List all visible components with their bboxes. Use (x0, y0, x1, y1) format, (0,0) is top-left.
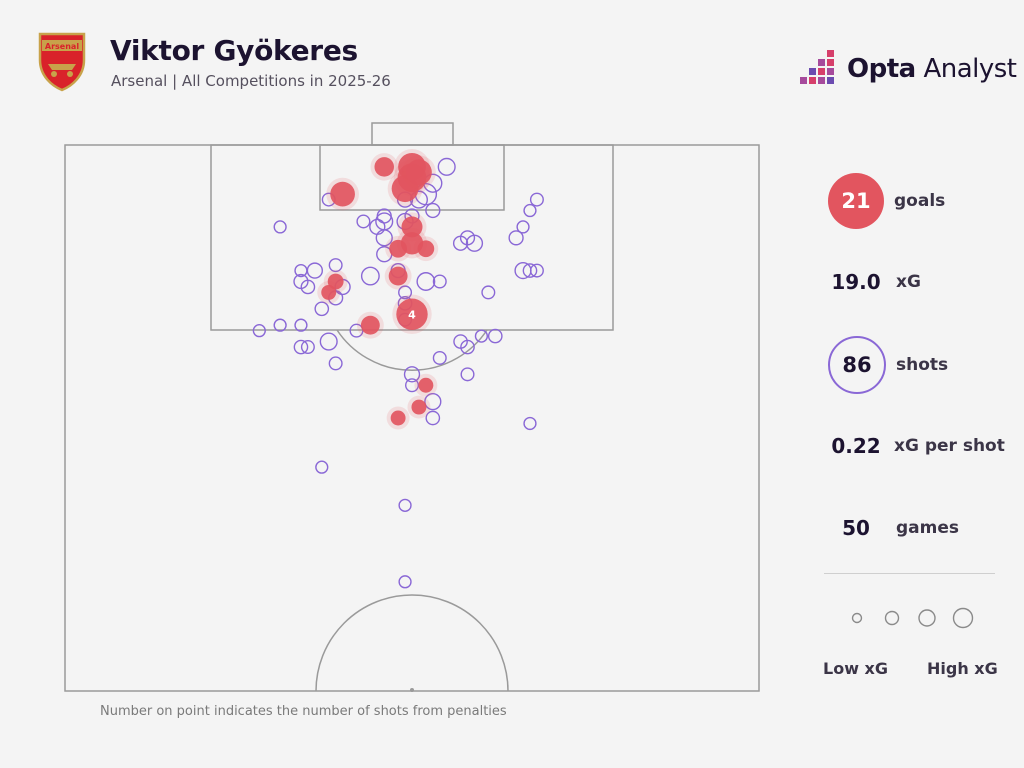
xg-size-legend-circle (918, 609, 936, 627)
shot-point (523, 203, 537, 218)
shot-point (306, 262, 323, 279)
xg-per-shot-label: xG per shot (894, 436, 1005, 456)
shot-point (293, 339, 309, 355)
shot-point (319, 332, 338, 351)
subtitle: Arsenal | All Competitions in 2025-26 (111, 72, 391, 90)
xg-per-shot-value: 0.22 (831, 434, 881, 458)
xg-size-legend-circle (884, 610, 900, 626)
shot-point (252, 324, 266, 338)
games-stat: 50 games (826, 516, 959, 540)
shot-point (398, 498, 412, 512)
shot-point (375, 229, 393, 247)
penalty-count-label: 4 (408, 308, 416, 321)
xg-size-legend-circle (851, 612, 863, 624)
shot-point (529, 263, 544, 278)
shot-point (425, 410, 441, 426)
goal-point (417, 240, 435, 258)
shot-point (300, 340, 315, 355)
shot-point (315, 460, 329, 474)
crest-text: Arsenal (45, 42, 79, 51)
goal-point (388, 266, 408, 286)
center-spot (410, 688, 414, 692)
shot-point (529, 192, 544, 207)
shot-point (398, 575, 412, 589)
goals-label: goals (894, 191, 946, 211)
shot-point (300, 279, 316, 295)
stats-divider (824, 573, 995, 574)
shot-point (508, 230, 524, 246)
goal-point (330, 181, 355, 207)
shot-point (294, 318, 308, 332)
brand-bold: Opta (847, 54, 916, 84)
shots-stat: 86 shots (828, 336, 948, 394)
shot-point (460, 367, 475, 382)
footnote: Number on point indicates the number of … (100, 704, 507, 719)
shot-point (452, 235, 469, 251)
goal-point (321, 284, 337, 300)
shot-point (314, 301, 330, 317)
xg-stat: 19.0 xG (826, 270, 921, 294)
goal-point (327, 273, 344, 290)
center-circle (315, 594, 509, 692)
goal-point (411, 399, 427, 415)
shot-point (487, 328, 503, 344)
opta-logo-icon (800, 50, 834, 84)
shot-point (328, 258, 343, 273)
shot-point (403, 366, 421, 383)
xg-size-legend-circle (952, 607, 974, 629)
shot-point (405, 378, 420, 393)
shot-point (432, 274, 447, 289)
shot-point (360, 266, 380, 286)
shot-point (425, 202, 441, 219)
goal-point (360, 315, 380, 335)
goal-point (389, 239, 408, 258)
brand-light: Analyst (915, 54, 1017, 84)
goal (371, 122, 454, 146)
shot-point (328, 356, 343, 371)
shot-point (522, 263, 538, 278)
legend-low-label: Low xG (823, 659, 888, 678)
shot-point (416, 272, 436, 291)
goal-point (418, 377, 434, 393)
shot-point (460, 339, 475, 355)
goal-point (374, 157, 395, 177)
shot-point (424, 392, 442, 411)
shot-point (481, 285, 496, 300)
shot-point (432, 350, 447, 365)
shots-value: 86 (828, 336, 886, 394)
opta-analyst-logo: Opta Analyst (797, 48, 1017, 90)
player-name: Viktor Gyökeres (110, 34, 358, 67)
xg-per-shot-stat: 0.22 xG per shot (826, 434, 1005, 458)
shot-point (516, 220, 530, 234)
goals-stat: 21 goals (828, 173, 945, 229)
shot-point (398, 285, 413, 300)
legend-high-label: High xG (927, 659, 998, 678)
shot-point (273, 318, 287, 332)
games-value: 50 (842, 516, 870, 540)
shot-point (474, 329, 489, 343)
shot-point (523, 416, 537, 431)
shot-point (273, 220, 287, 234)
shot-point (356, 214, 371, 229)
goal-point (406, 159, 432, 186)
arsenal-crest-icon: Arsenal (38, 32, 86, 92)
penalty-arc (336, 329, 488, 371)
shot-point (437, 157, 456, 176)
goal-point (401, 216, 423, 238)
shot-point (465, 234, 484, 252)
games-label: games (896, 518, 960, 538)
shots-label: shots (896, 355, 949, 375)
goal-point (396, 298, 428, 330)
xg-value: 19.0 (831, 270, 881, 294)
xg-label: xG (896, 272, 921, 292)
goal-point (390, 410, 406, 426)
shot-point (376, 208, 392, 224)
goals-value: 21 (828, 173, 884, 229)
